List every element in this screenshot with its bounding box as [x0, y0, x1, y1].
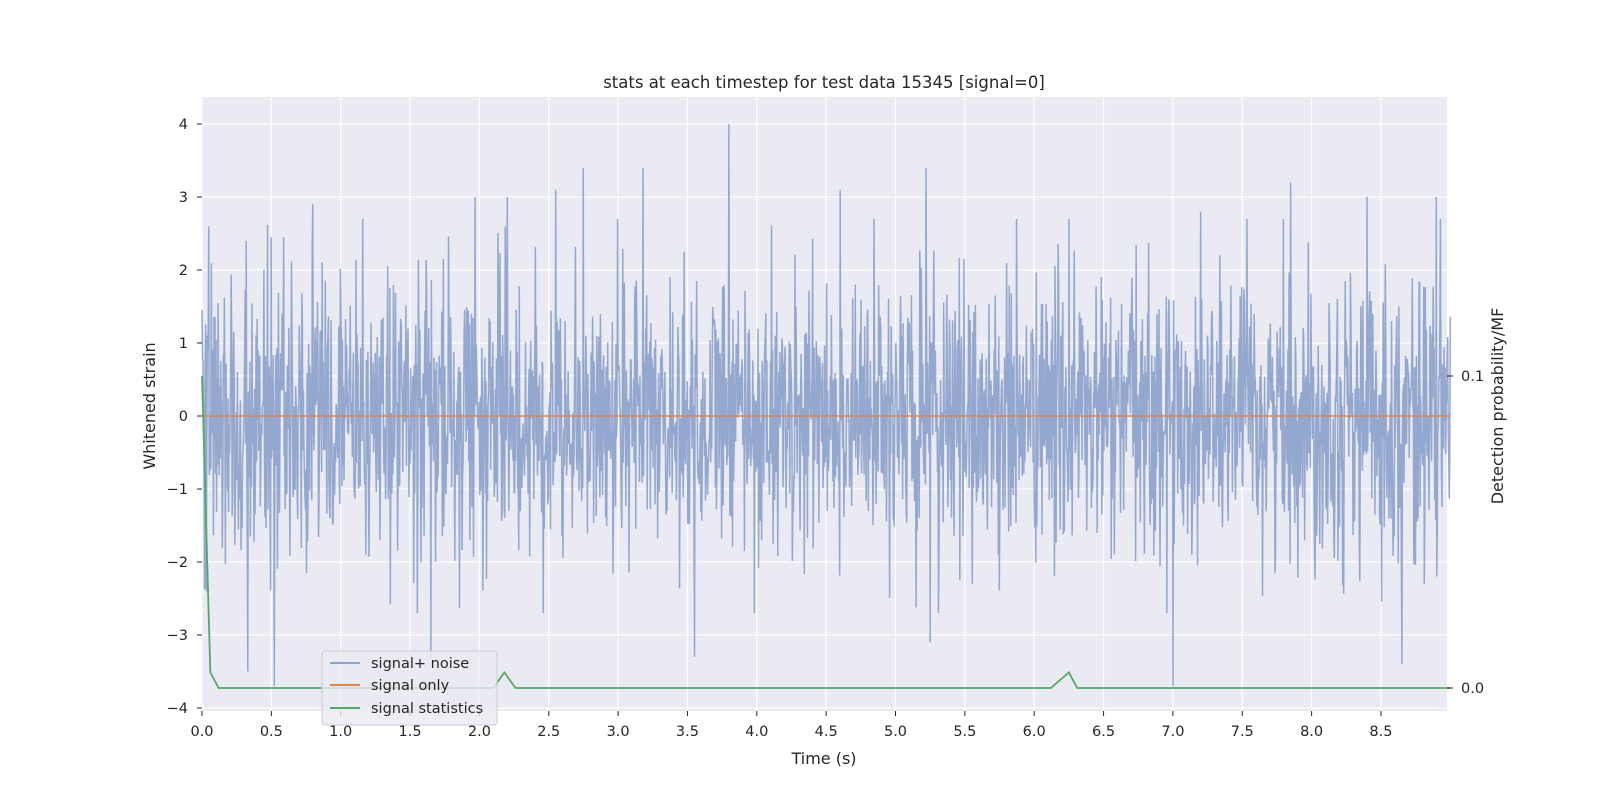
signal-statistics-series [201, 375, 1451, 689]
x-tick-label: 4.5 [815, 724, 838, 740]
y-axis-label: Whitened strain [140, 342, 159, 469]
x-tick-label: 1.0 [329, 724, 352, 740]
y-tick-label: −2 [167, 555, 188, 571]
x-tick-label: 6.5 [1092, 724, 1115, 740]
y-tick-label: −3 [167, 628, 188, 644]
x-tick-label: 2.5 [537, 724, 560, 740]
x-tick-label: 3.0 [607, 724, 630, 740]
y-tick-label: 0 [179, 409, 188, 425]
signal-noise-series [201, 123, 1452, 687]
y2-axis-label: Detection probability/MF [1488, 308, 1507, 505]
y2-tick-label: 0.0 [1461, 681, 1484, 697]
x-axis-label: Time (s) [790, 749, 856, 768]
signal-noise-line [201, 123, 1452, 687]
y-tick-label: −1 [167, 482, 188, 498]
x-tick-label: 4.0 [745, 724, 768, 740]
x-tick-label: 5.0 [884, 724, 907, 740]
x-tick-label: 0.5 [260, 724, 283, 740]
x-tick-label: 0.0 [190, 724, 213, 740]
y-tick-label: 4 [179, 117, 188, 133]
legend-label-signal-noise: signal+ noise [371, 656, 469, 672]
x-tick-label: 7.0 [1161, 724, 1184, 740]
legend-label-signal-statistics: signal statistics [371, 701, 483, 717]
x-tick-label: 8.0 [1300, 724, 1323, 740]
legend: signal+ noise signal only signal statist… [321, 650, 498, 726]
x-tick-label: 2.0 [468, 724, 491, 740]
x-tick-label: 1.5 [399, 724, 422, 740]
legend-label-signal-only: signal only [371, 678, 450, 694]
x-tick-label: 6.0 [1023, 724, 1046, 740]
x-tick-label: 7.5 [1231, 724, 1254, 740]
x-tick-label: 5.5 [953, 724, 976, 740]
y-tick-label: 1 [179, 336, 188, 352]
y-tick-label: 3 [179, 190, 188, 206]
signal-statistics-line [201, 375, 1451, 689]
y2-tick-label: 0.1 [1461, 369, 1484, 385]
y-tick-label: 2 [179, 263, 188, 279]
x-tick-label: 3.5 [676, 724, 699, 740]
x-tick-label: 8.5 [1369, 724, 1392, 740]
chart-title: stats at each timestep for test data 153… [603, 73, 1045, 92]
y-tick-label: −4 [167, 701, 188, 717]
legend-box [321, 650, 498, 726]
tick-labels: 0.0 0.5 1.0 1.5 2.0 2.5 3.0 3.5 4.0 4.5 5.0 5.5 6.0 6… [167, 117, 1484, 740]
